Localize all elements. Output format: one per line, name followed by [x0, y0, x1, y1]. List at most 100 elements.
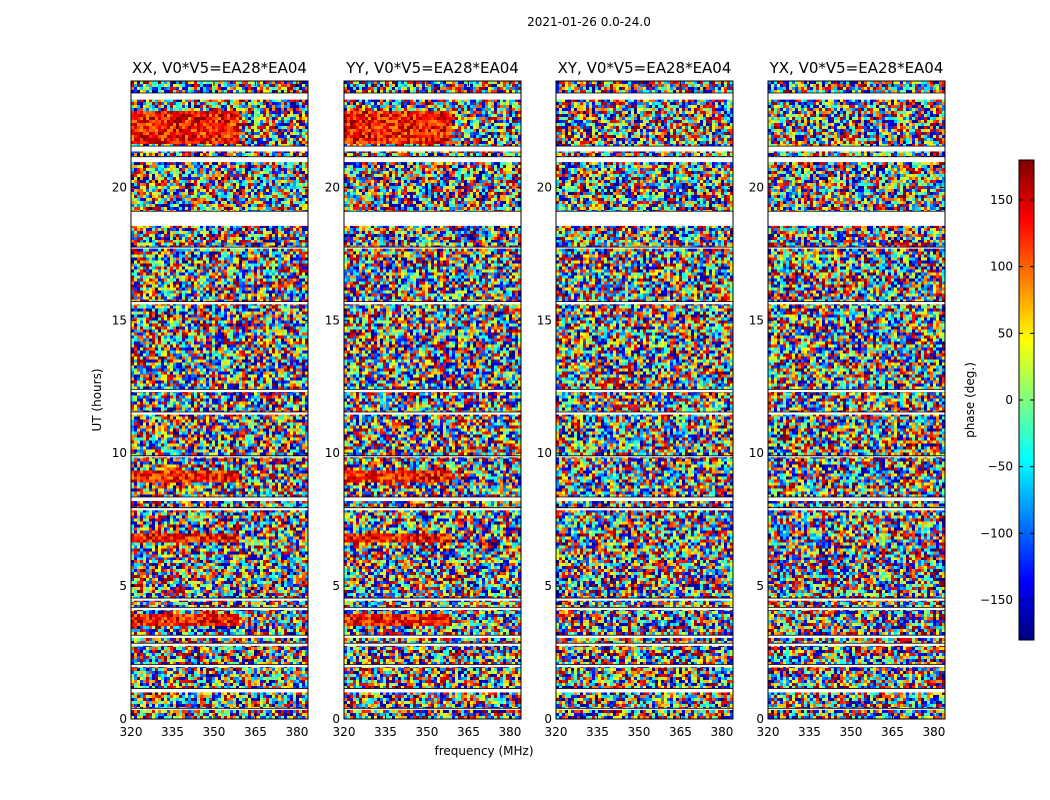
- flagged-band: [131, 688, 308, 693]
- flagged-band: [131, 211, 308, 226]
- x-tick-label: 320: [545, 725, 568, 739]
- flagged-band: [768, 146, 945, 152]
- panel-title: YX, V0*V5=EA28*EA04: [769, 59, 944, 77]
- flagged-band: [344, 664, 521, 668]
- flagged-band: [768, 389, 945, 393]
- flagged-band: [131, 507, 308, 511]
- x-tick-label: 320: [757, 725, 780, 739]
- panel-frame: [767, 80, 946, 720]
- flagged-band: [344, 635, 521, 638]
- x-tick-label: 350: [840, 725, 863, 739]
- y-tick-label: 15: [749, 313, 764, 327]
- flagged-band: [556, 92, 733, 100]
- x-tick-label: 335: [586, 725, 609, 739]
- y-tick-label: 5: [756, 579, 764, 593]
- panel-frame: [130, 80, 309, 720]
- flagged-band: [344, 146, 521, 152]
- flagged-band: [344, 688, 521, 693]
- panel-frame: [343, 80, 522, 720]
- colorbar-tick-label: −50: [988, 460, 1013, 474]
- flagged-band: [131, 708, 308, 710]
- x-tick-label: 380: [710, 725, 733, 739]
- flagged-band: [768, 664, 945, 668]
- panel-3: YX, V0*V5=EA28*EA04 320 335 350 365 380 0 5 10 15…: [749, 59, 946, 739]
- x-tick-label: 335: [798, 725, 821, 739]
- x-tick-label: 320: [120, 725, 143, 739]
- flagged-band: [768, 92, 945, 100]
- x-tick-label: 365: [669, 725, 692, 739]
- flagged-band: [768, 211, 945, 226]
- y-tick-label: 20: [112, 180, 127, 194]
- flagged-band: [556, 146, 733, 152]
- flagged-band: [344, 497, 521, 502]
- flagged-band: [131, 455, 308, 458]
- flagged-band: [344, 507, 521, 511]
- flagged-band: [344, 411, 521, 415]
- panel-1: YY, V0*V5=EA28*EA04 320 335 350 365 380 0 5 10 15…: [325, 59, 522, 739]
- flagged-band: [556, 688, 733, 693]
- flagged-band: [768, 607, 945, 611]
- flagged-band: [131, 156, 308, 163]
- flagged-band: [344, 301, 521, 305]
- flagged-band: [768, 598, 945, 601]
- flagged-band: [131, 247, 308, 249]
- x-tick-label: 350: [203, 725, 226, 739]
- panel-title: XY, V0*V5=EA28*EA04: [558, 59, 732, 77]
- flagged-band: [556, 664, 733, 668]
- flagged-band: [344, 607, 521, 611]
- flagged-band: [768, 497, 945, 502]
- flagged-band: [344, 598, 521, 601]
- colorbar-tick-label: 50: [998, 326, 1013, 340]
- flagged-band: [556, 598, 733, 601]
- y-tick-label: 15: [537, 313, 552, 327]
- flagged-band: [556, 211, 733, 226]
- flagged-band: [556, 247, 733, 249]
- y-tick-label: 5: [119, 579, 127, 593]
- colorbar-tick-label: 150: [990, 193, 1013, 207]
- flagged-band: [131, 411, 308, 415]
- flagged-band: [556, 301, 733, 305]
- panel-frame: [555, 80, 734, 720]
- colorbar-tick-label: 0: [1005, 393, 1013, 407]
- flagged-band: [131, 497, 308, 502]
- y-tick-label: 15: [325, 313, 340, 327]
- y-tick-label: 10: [325, 446, 340, 460]
- flagged-band: [768, 635, 945, 638]
- x-tick-label: 365: [457, 725, 480, 739]
- colorbar: 150 100 50 0 −50 −100 −150: [980, 159, 1035, 641]
- figure-suptitle: 2021-01-26 0.0-24.0: [527, 15, 651, 29]
- flagged-band: [768, 455, 945, 458]
- flagged-band: [344, 389, 521, 393]
- x-tick-label: 320: [333, 725, 356, 739]
- flagged-band: [768, 156, 945, 163]
- flagged-band: [556, 156, 733, 163]
- x-tick-label: 335: [374, 725, 397, 739]
- flagged-band: [344, 643, 521, 646]
- flagged-band: [131, 92, 308, 100]
- flagged-band: [768, 247, 945, 249]
- panel-2: XY, V0*V5=EA28*EA04 320 335 350 365 380 0 5 10 15…: [537, 59, 734, 739]
- flagged-band: [556, 455, 733, 458]
- flagged-band: [768, 301, 945, 305]
- flagged-band: [344, 708, 521, 710]
- colorbar-label: phase (deg.): [963, 362, 977, 438]
- x-tick-label: 380: [922, 725, 945, 739]
- flagged-band: [556, 411, 733, 415]
- x-tick-label: 335: [161, 725, 184, 739]
- panel-0: XX, V0*V5=EA28*EA04 320 335 350 365 380 0 5 10 15…: [112, 59, 309, 739]
- flagged-band: [768, 507, 945, 511]
- colorbar-tick-label: −150: [980, 593, 1013, 607]
- x-tick-label: 380: [285, 725, 308, 739]
- x-tick-label: 365: [881, 725, 904, 739]
- flagged-band: [344, 247, 521, 249]
- y-tick-label: 0: [756, 712, 764, 726]
- flagged-band: [131, 643, 308, 646]
- flagged-band: [131, 598, 308, 601]
- colorbar-tick-label: −100: [980, 526, 1013, 540]
- y-tick-label: 0: [544, 712, 552, 726]
- phase-heatmap-2: [556, 81, 733, 719]
- phase-heatmap-3: [768, 81, 945, 719]
- flagged-band: [344, 92, 521, 100]
- flagged-band: [344, 211, 521, 226]
